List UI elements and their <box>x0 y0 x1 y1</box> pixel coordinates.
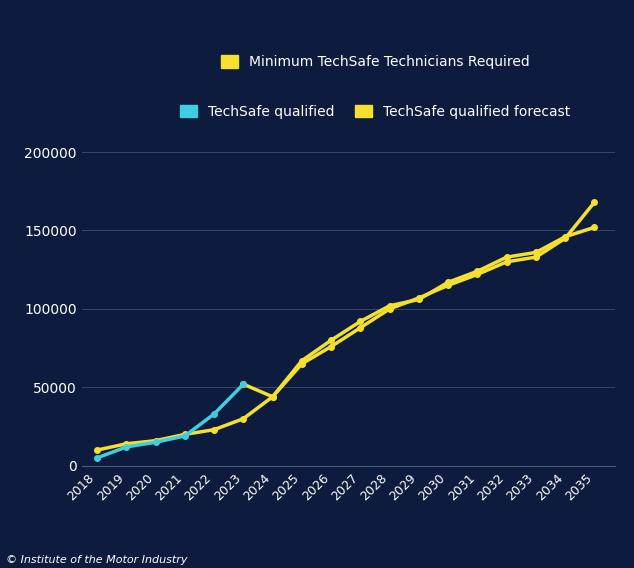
Legend: TechSafe qualified, TechSafe qualified forecast: TechSafe qualified, TechSafe qualified f… <box>176 101 574 123</box>
Text: © Institute of the Motor Industry: © Institute of the Motor Industry <box>6 555 188 565</box>
